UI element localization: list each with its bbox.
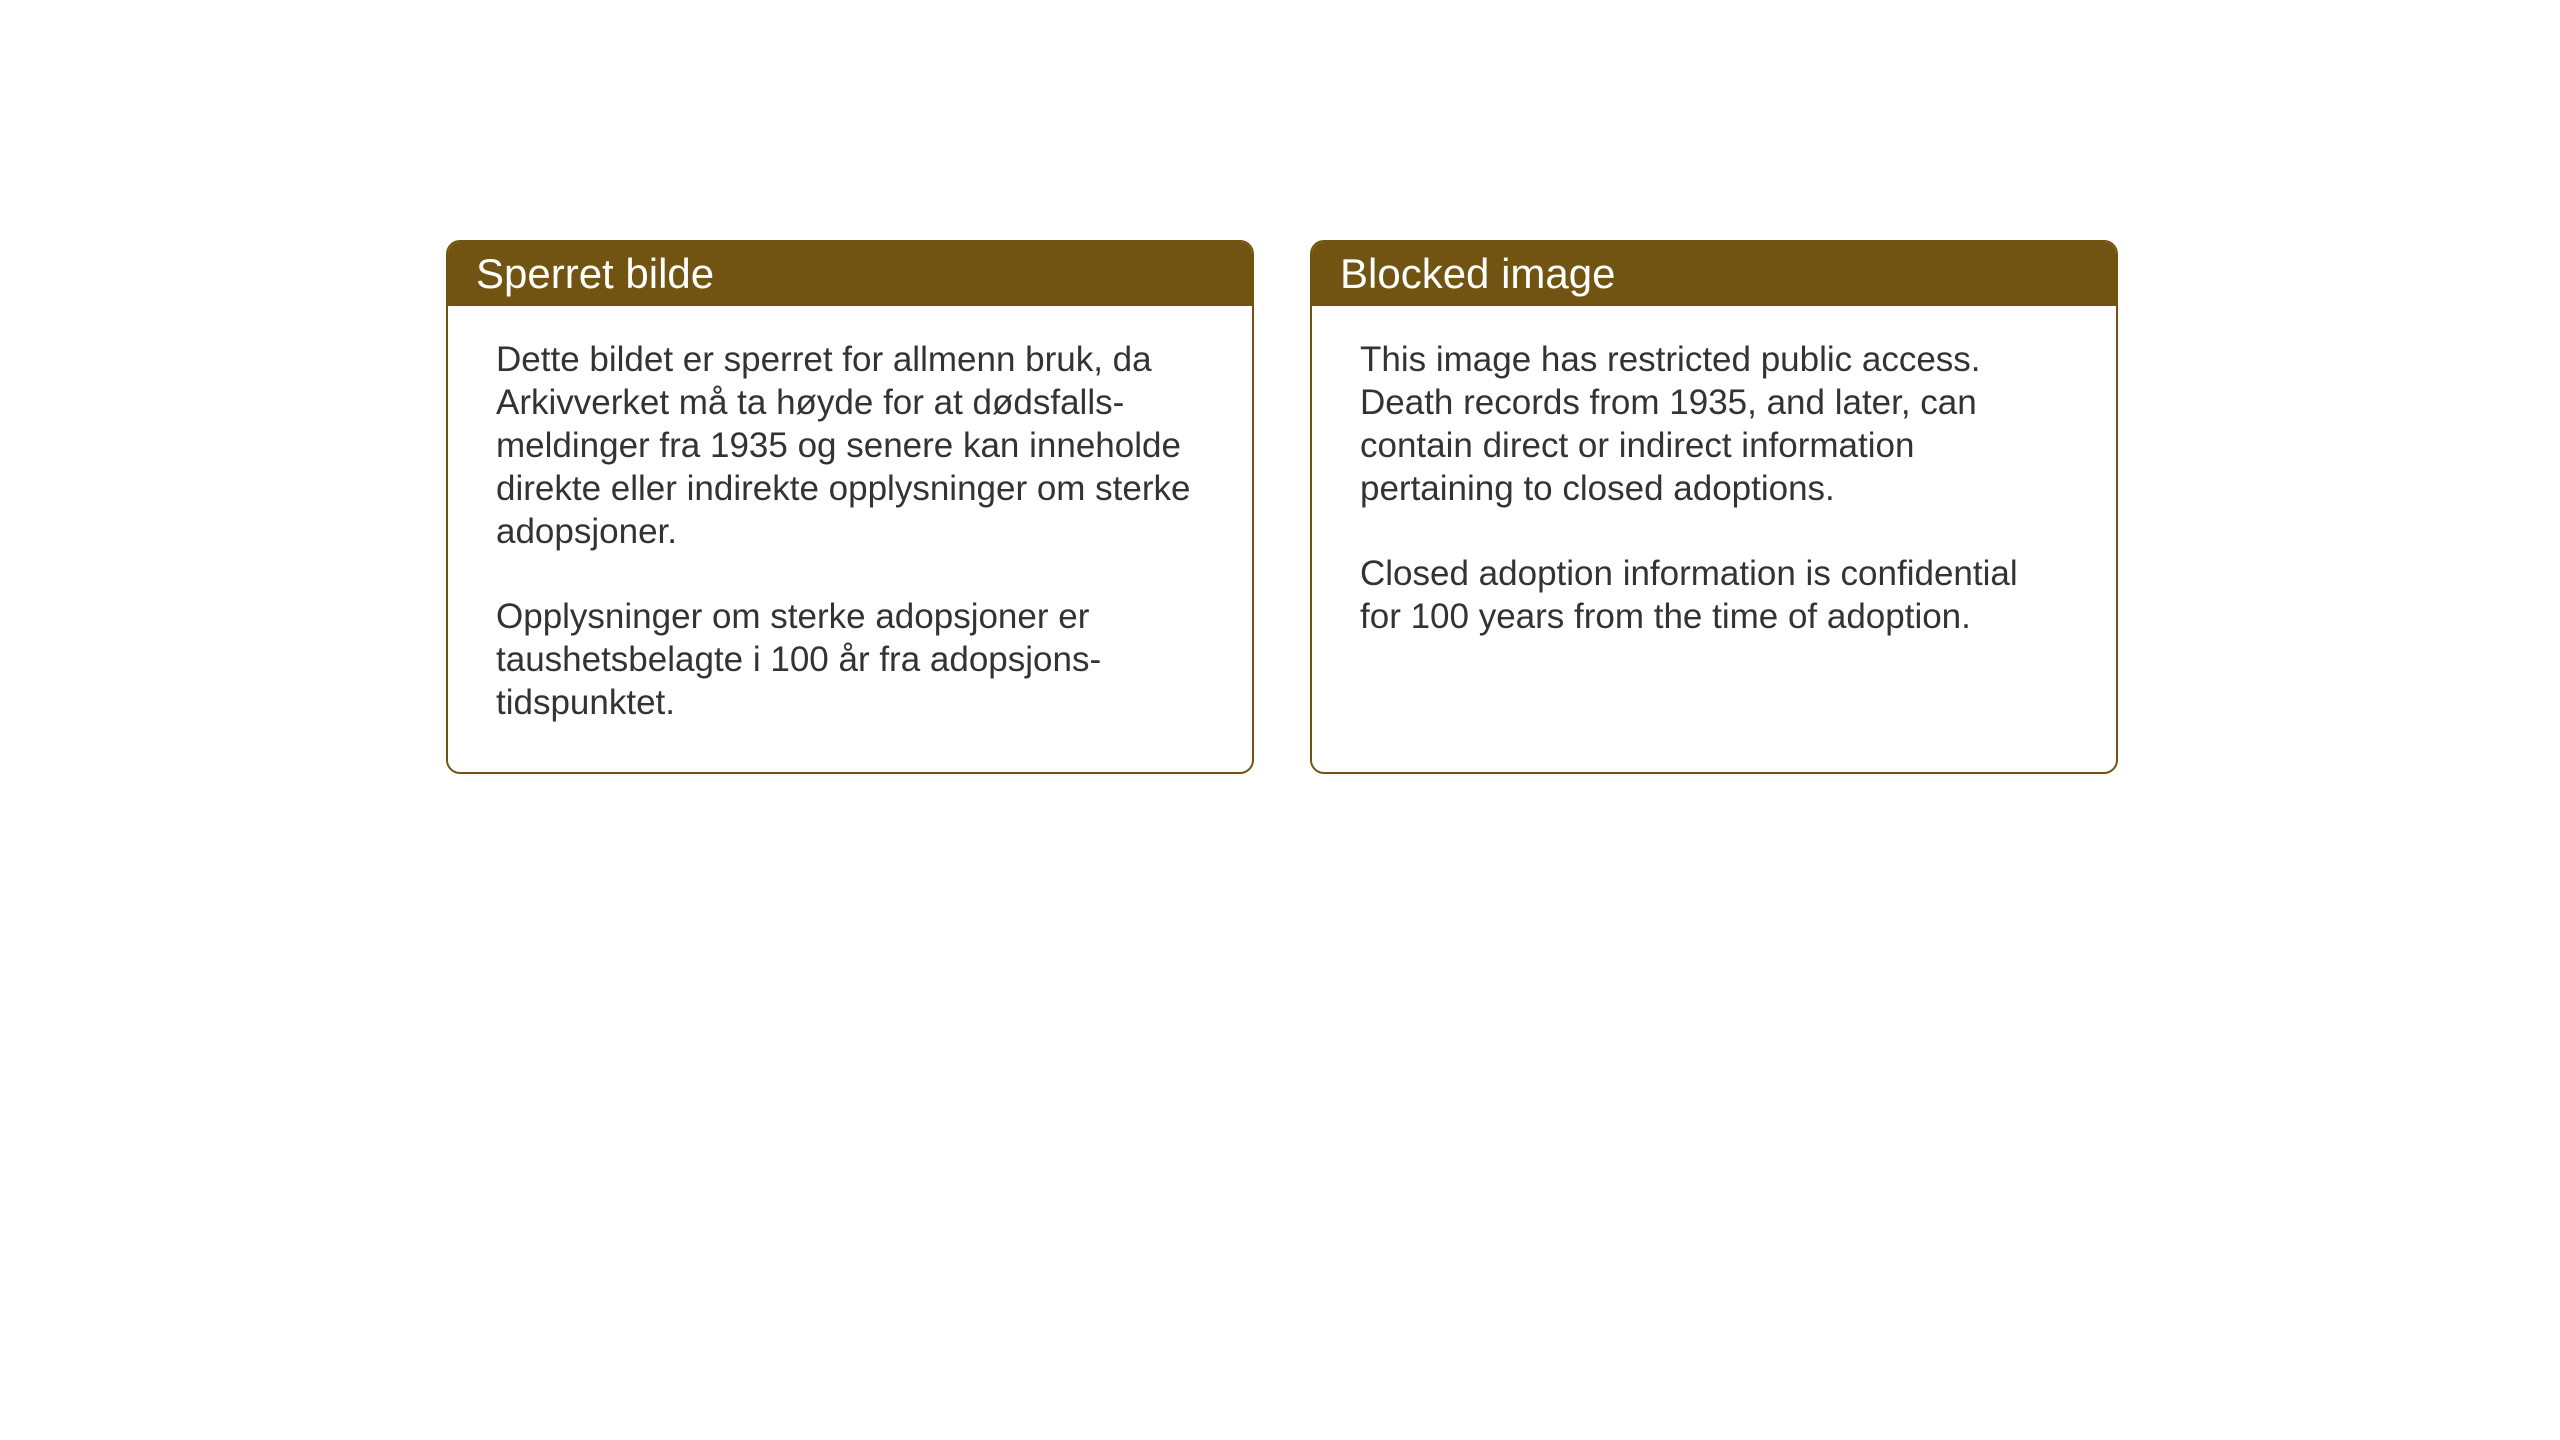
notice-body-norwegian: Dette bildet er sperret for allmenn bruk…: [448, 306, 1252, 772]
notice-card-norwegian: Sperret bilde Dette bildet er sperret fo…: [446, 240, 1254, 774]
notice-paragraph-english-2: Closed adoption information is confident…: [1360, 552, 2068, 638]
notice-body-english: This image has restricted public access.…: [1312, 306, 2116, 686]
notice-title-norwegian: Sperret bilde: [448, 242, 1252, 306]
notice-paragraph-norwegian-2: Opplysninger om sterke adopsjoner er tau…: [496, 595, 1204, 724]
notice-title-english: Blocked image: [1312, 242, 2116, 306]
notice-paragraph-norwegian-1: Dette bildet er sperret for allmenn bruk…: [496, 338, 1204, 553]
notice-paragraph-english-1: This image has restricted public access.…: [1360, 338, 2068, 510]
notice-cards-container: Sperret bilde Dette bildet er sperret fo…: [446, 240, 2118, 774]
notice-card-english: Blocked image This image has restricted …: [1310, 240, 2118, 774]
